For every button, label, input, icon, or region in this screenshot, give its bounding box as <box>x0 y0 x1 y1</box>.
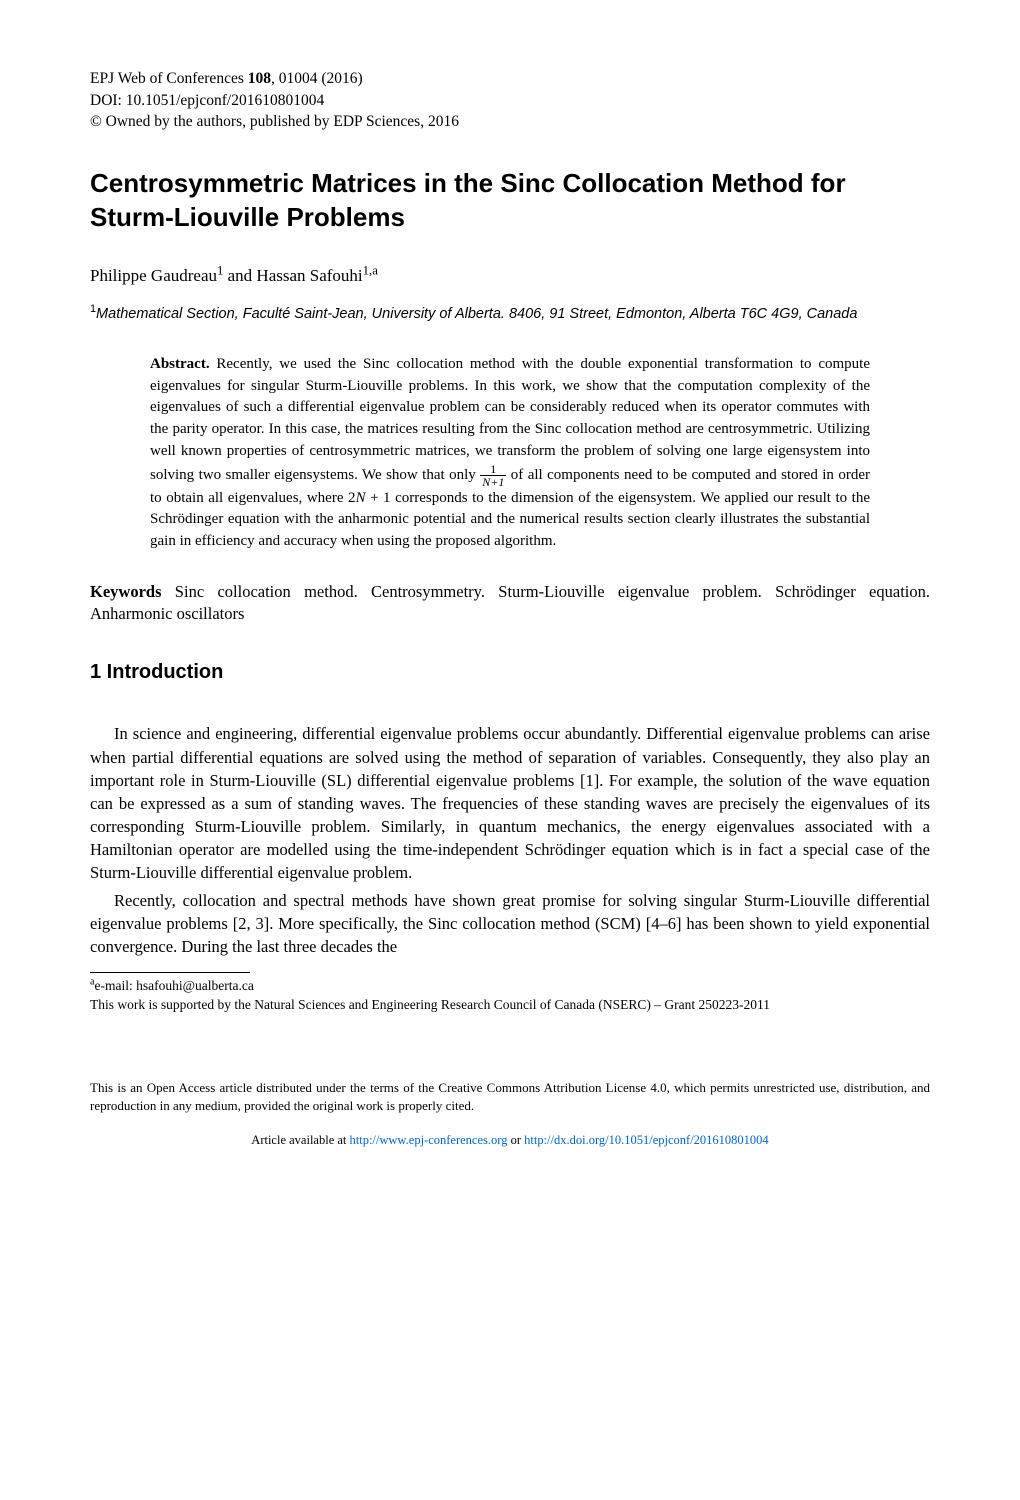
article-url-2[interactable]: http://dx.doi.org/10.1051/epjconf/201610… <box>524 1133 769 1147</box>
abstract-N: N <box>356 490 366 506</box>
author-2: Hassan Safouhi <box>256 266 362 285</box>
article-avail-mid: or <box>507 1133 524 1147</box>
intro-paragraph-1: In science and engineering, differential… <box>90 722 930 884</box>
abstract-text-1: Recently, we used the Sinc collocation m… <box>150 356 870 483</box>
keywords: Keywords Sinc collocation method. Centro… <box>90 581 930 626</box>
license-text: This is an Open Access article distribut… <box>90 1079 930 1114</box>
abstract-fraction: 1N+1 <box>480 463 506 488</box>
author-1: Philippe Gaudreau <box>90 266 217 285</box>
keywords-label: Keywords <box>90 582 162 601</box>
fraction-denominator: N+1 <box>480 476 506 488</box>
author-2-affil-sup: 1,a <box>363 263 378 277</box>
authors-and: and <box>223 266 256 285</box>
affiliation-line: 1Mathematical Section, Faculté Saint-Jea… <box>90 304 930 324</box>
abstract-heading: Abstract. <box>150 356 210 372</box>
section-1-heading: 1 Introduction <box>90 659 930 686</box>
publication-metadata: EPJ Web of Conferences 108, 01004 (2016)… <box>90 68 930 133</box>
article-id-year: , 01004 (2016) <box>271 70 363 87</box>
keywords-text: Sinc collocation method. Centrosymmetry.… <box>90 582 930 623</box>
journal-name: EPJ Web of Conferences <box>90 70 248 87</box>
volume: 108 <box>248 70 271 87</box>
footnote-separator <box>90 972 250 973</box>
fraction-numerator: 1 <box>480 463 506 476</box>
footnote-email: ae-mail: hsafouhi@ualberta.ca <box>90 977 930 996</box>
doi-line: DOI: 10.1051/epjconf/201610801004 <box>90 90 930 112</box>
article-avail-prefix: Article available at <box>251 1133 349 1147</box>
footnote-funding: This work is supported by the Natural Sc… <box>90 996 930 1015</box>
intro-paragraph-2: Recently, collocation and spectral metho… <box>90 889 930 958</box>
affiliation-text: Mathematical Section, Faculté Saint-Jean… <box>96 306 857 322</box>
paper-title: Centrosymmetric Matrices in the Sinc Col… <box>90 167 930 235</box>
authors-line: Philippe Gaudreau1 and Hassan Safouhi1,a <box>90 265 930 288</box>
abstract: Abstract. Recently, we used the Sinc col… <box>90 354 930 553</box>
article-availability: Article available at http://www.epj-conf… <box>90 1132 930 1149</box>
copyright-line: © Owned by the authors, published by EDP… <box>90 111 930 133</box>
footnote-a-text: e-mail: hsafouhi@ualberta.ca <box>95 978 254 993</box>
journal-line: EPJ Web of Conferences 108, 01004 (2016) <box>90 68 930 90</box>
article-url-1[interactable]: http://www.epj-conferences.org <box>350 1133 508 1147</box>
